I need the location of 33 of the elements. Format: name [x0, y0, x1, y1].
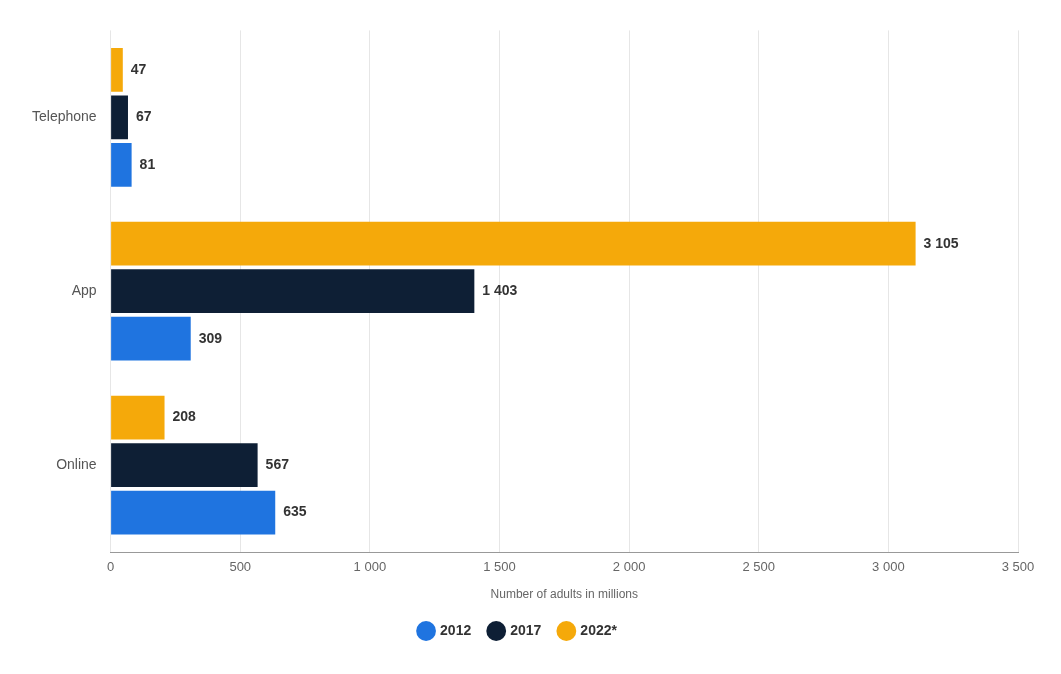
bar — [111, 95, 128, 140]
data-label: 67 — [135, 108, 152, 125]
x-tick-label: 500 — [229, 559, 252, 575]
data-label: 3 105 — [923, 234, 959, 251]
x-tick-label: 0 — [107, 559, 115, 575]
bar — [111, 47, 123, 92]
legend-label: 2022* — [580, 621, 618, 638]
data-label: 309 — [198, 329, 223, 346]
bar — [111, 221, 916, 266]
bar — [111, 316, 191, 361]
legend-label: 2012 — [440, 621, 472, 638]
x-tick-label: 3 000 — [872, 559, 905, 575]
bar — [111, 395, 165, 440]
data-label: 47 — [130, 60, 147, 77]
x-tick-label: 1 000 — [353, 559, 387, 575]
x-tick-label: 2 000 — [612, 559, 646, 575]
x-tick-label: 1 500 — [483, 559, 516, 575]
legend-label: 2017 — [510, 621, 542, 638]
data-label: 635 — [283, 503, 307, 520]
y-tick-label: Telephone — [31, 108, 97, 125]
bar — [111, 490, 276, 535]
bar — [111, 443, 258, 487]
y-tick-label: App — [71, 282, 97, 299]
data-label: 81 — [139, 155, 156, 172]
bar — [111, 269, 475, 314]
x-axis-title: Number of adults in millions — [490, 587, 639, 602]
data-label: 208 — [172, 408, 197, 425]
x-tick-label: 2 500 — [742, 559, 776, 575]
bar — [111, 143, 132, 187]
x-tick-label: 3 500 — [1001, 559, 1035, 575]
data-label: 567 — [265, 455, 290, 472]
data-label: 1 403 — [482, 282, 518, 299]
y-tick-label: Online — [56, 455, 97, 472]
